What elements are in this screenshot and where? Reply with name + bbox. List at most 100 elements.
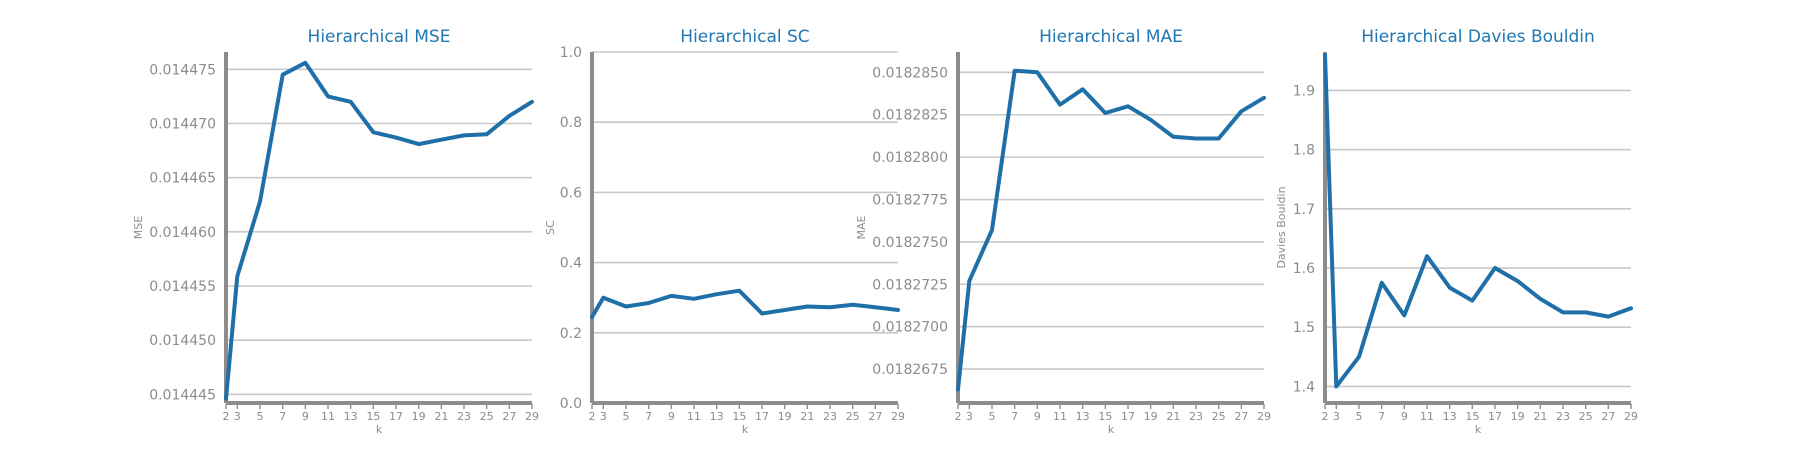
chart-title: Hierarchical SC: [680, 27, 809, 47]
x-tick-label: 17: [755, 410, 769, 423]
y-tick-label: 0.4: [560, 256, 582, 272]
y-tick-label: 0.0182700: [872, 320, 948, 336]
y-tick-label: 0.0182825: [872, 108, 948, 124]
x-tick-label: 7: [1378, 410, 1385, 423]
data-point: [1217, 136, 1221, 140]
data-point: [1171, 135, 1175, 139]
data-point: [417, 142, 421, 146]
data-point: [873, 305, 877, 309]
data-point: [647, 301, 651, 305]
x-tick-label: 19: [1144, 410, 1158, 423]
x-tick-label: 5: [989, 410, 996, 423]
y-tick-label: 0.0182675: [872, 362, 948, 378]
series-line: [1323, 53, 1633, 389]
x-tick-label: 19: [412, 410, 426, 423]
y-tick-label: 0.0182725: [872, 277, 948, 293]
series-line: [224, 60, 534, 401]
x-tick-label: 19: [1511, 410, 1525, 423]
data-point: [1058, 103, 1062, 107]
x-tick-label: 13: [1076, 410, 1090, 423]
data-point: [394, 136, 398, 140]
chart-panel-2: Hierarchical SC 0.0 0.2 0.4 0.6 0.8 1.0 2 3 5 7 9 11…: [544, 27, 905, 436]
y-tick-label: 1.9: [1293, 83, 1315, 99]
x-tick-label: 25: [480, 410, 494, 423]
data-point: [1629, 306, 1633, 310]
data-point: [1334, 384, 1338, 388]
x-tick-label: 27: [502, 410, 516, 423]
x-tick-label: 3: [966, 410, 973, 423]
data-point: [624, 304, 628, 308]
x-tick-label: 23: [457, 410, 471, 423]
y-tick-label: 0.0182750: [872, 235, 948, 251]
y-tick-label: 0.0182800: [872, 150, 948, 166]
data-point: [1516, 279, 1520, 283]
x-tick-label: 29: [525, 410, 539, 423]
x-tick-label: 21: [434, 410, 448, 423]
data-point: [530, 100, 534, 104]
x-tick-label: 21: [1533, 410, 1547, 423]
x-tick-label: 21: [800, 410, 814, 423]
data-point: [1081, 87, 1085, 91]
y-tick-label: 0.014455: [149, 279, 216, 295]
x-axis-label: k: [1108, 423, 1115, 436]
data-point: [783, 308, 787, 312]
y-tick-label: 0.0: [560, 396, 582, 412]
y-axis-label: Davies Bouldin: [1275, 186, 1288, 268]
y-tick-label: 1.7: [1293, 202, 1315, 218]
x-tick-label: 5: [1356, 410, 1363, 423]
data-point: [715, 292, 719, 296]
y-tick-label: 0.014450: [149, 333, 216, 349]
data-point: [601, 296, 605, 300]
y-tick-label: 0.8: [560, 115, 582, 131]
y-tick-label: 1.0: [560, 45, 582, 61]
data-point: [828, 305, 832, 309]
data-point: [281, 73, 285, 77]
x-tick-label: 3: [600, 410, 607, 423]
x-tick-label: 17: [1121, 410, 1135, 423]
data-point: [485, 132, 489, 136]
x-tick-label: 13: [344, 410, 358, 423]
x-tick-label: 25: [846, 410, 860, 423]
data-point: [990, 228, 994, 232]
data-point: [439, 138, 443, 142]
y-tick-label: 0.014475: [149, 62, 216, 78]
data-point: [956, 387, 960, 391]
x-tick-label: 3: [1333, 410, 1340, 423]
series-line: [590, 288, 900, 319]
x-tick-label: 17: [389, 410, 403, 423]
x-tick-label: 29: [891, 410, 905, 423]
x-tick-label: 11: [321, 410, 335, 423]
y-axis-label: MAE: [855, 215, 868, 239]
x-tick-label: 13: [710, 410, 724, 423]
x-tick-label: 2: [1322, 410, 1329, 423]
data-point: [1035, 70, 1039, 74]
y-tick-label: 0.0182850: [872, 65, 948, 81]
data-point: [669, 294, 673, 298]
data-point: [590, 315, 594, 319]
data-point: [1606, 315, 1610, 319]
x-tick-label: 15: [732, 410, 746, 423]
data-point: [349, 100, 353, 104]
x-tick-label: 23: [1189, 410, 1203, 423]
data-point: [1470, 299, 1474, 303]
y-axis-label: MSE: [132, 216, 145, 239]
data-point: [1493, 266, 1497, 270]
x-tick-label: 23: [823, 410, 837, 423]
x-tick-label: 7: [645, 410, 652, 423]
data-point: [224, 397, 228, 401]
x-tick-label: 11: [1420, 410, 1434, 423]
data-point: [1103, 111, 1107, 115]
x-tick-label: 27: [868, 410, 882, 423]
x-tick-label: 25: [1579, 410, 1593, 423]
x-tick-label: 5: [257, 410, 264, 423]
chart-title: Hierarchical Davies Bouldin: [1361, 27, 1595, 47]
series-line: [956, 68, 1266, 392]
data-point: [235, 274, 239, 278]
chart-panel-1: Hierarchical MSE 0.014445 0.014450 0.014455…: [132, 27, 539, 436]
y-tick-label: 0.0182775: [872, 193, 948, 209]
data-point: [326, 94, 330, 98]
data-point: [1149, 118, 1153, 122]
data-point: [805, 304, 809, 308]
data-point: [967, 279, 971, 283]
